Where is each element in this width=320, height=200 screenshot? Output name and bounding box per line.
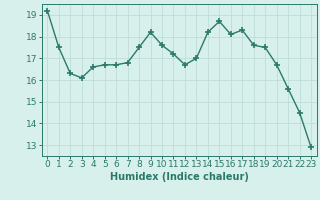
X-axis label: Humidex (Indice chaleur): Humidex (Indice chaleur) (110, 172, 249, 182)
